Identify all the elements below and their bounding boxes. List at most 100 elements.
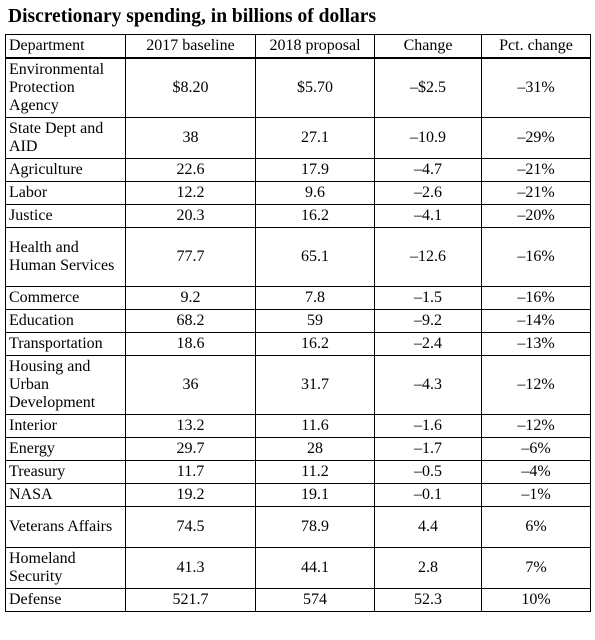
change-cell: 4.4 <box>374 506 482 548</box>
department-cell: NASA <box>5 483 126 507</box>
pct-change-cell: –31% <box>481 57 591 118</box>
table-row: State Dept and AID 38 27.1 –10.9 –29% <box>5 117 591 159</box>
pct-change-cell: –12% <box>481 414 591 438</box>
baseline-cell: 77.7 <box>125 227 256 287</box>
baseline-cell: 18.6 <box>125 332 256 356</box>
proposal-cell: 11.6 <box>255 414 375 438</box>
department-cell: Labor <box>5 181 126 205</box>
header-pct-change: Pct. change <box>481 34 591 59</box>
proposal-cell: 59 <box>255 309 375 333</box>
table-row: Agriculture 22.6 17.9 –4.7 –21% <box>5 158 591 182</box>
header-row: Department 2017 baseline 2018 proposal C… <box>5 34 591 59</box>
header-2017-baseline: 2017 baseline <box>125 34 256 59</box>
change-cell: –$2.5 <box>374 57 482 118</box>
table-row: Education 68.2 59 –9.2 –14% <box>5 309 591 333</box>
table-row: Justice 20.3 16.2 –4.1 –20% <box>5 204 591 228</box>
department-cell: Veterans Affairs <box>5 506 126 548</box>
table-row: Commerce 9.2 7.8 –1.5 –16% <box>5 286 591 310</box>
baseline-cell: 521.7 <box>125 588 256 612</box>
change-cell: –2.4 <box>374 332 482 356</box>
change-cell: –1.5 <box>374 286 482 310</box>
baseline-cell: 68.2 <box>125 309 256 333</box>
pct-change-cell: –1% <box>481 483 591 507</box>
change-cell: –4.7 <box>374 158 482 182</box>
table-row: Homeland Security 41.3 44.1 2.8 7% <box>5 547 591 589</box>
table-row: Labor 12.2 9.6 –2.6 –21% <box>5 181 591 205</box>
table-row: Veterans Affairs 74.5 78.9 4.4 6% <box>5 506 591 548</box>
header-2018-proposal: 2018 proposal <box>255 34 375 59</box>
proposal-cell: $5.70 <box>255 57 375 118</box>
pct-change-cell: –13% <box>481 332 591 356</box>
change-cell: 2.8 <box>374 547 482 589</box>
change-cell: 52.3 <box>374 588 482 612</box>
department-cell: Agriculture <box>5 158 126 182</box>
proposal-cell: 31.7 <box>255 355 375 415</box>
pct-change-cell: –20% <box>481 204 591 228</box>
proposal-cell: 16.2 <box>255 204 375 228</box>
baseline-cell: 29.7 <box>125 437 256 461</box>
proposal-cell: 9.6 <box>255 181 375 205</box>
table-row: Transportation 18.6 16.2 –2.4 –13% <box>5 332 591 356</box>
table-row: Treasury 11.7 11.2 –0.5 –4% <box>5 460 591 484</box>
change-cell: –4.3 <box>374 355 482 415</box>
pct-change-cell: –21% <box>481 158 591 182</box>
change-cell: –10.9 <box>374 117 482 159</box>
baseline-cell: 19.2 <box>125 483 256 507</box>
table-row: Interior 13.2 11.6 –1.6 –12% <box>5 414 591 438</box>
proposal-cell: 16.2 <box>255 332 375 356</box>
pct-change-cell: 7% <box>481 547 591 589</box>
proposal-cell: 17.9 <box>255 158 375 182</box>
department-cell: Environmental Protection Agency <box>5 57 126 118</box>
proposal-cell: 27.1 <box>255 117 375 159</box>
pct-change-cell: 6% <box>481 506 591 548</box>
department-cell: Treasury <box>5 460 126 484</box>
department-cell: Transportation <box>5 332 126 356</box>
baseline-cell: 74.5 <box>125 506 256 548</box>
department-cell: Homeland Security <box>5 547 126 589</box>
baseline-cell: $8.20 <box>125 57 256 118</box>
baseline-cell: 22.6 <box>125 158 256 182</box>
change-cell: –0.5 <box>374 460 482 484</box>
department-cell: State Dept and AID <box>5 117 126 159</box>
table-row: Health and Human Services 77.7 65.1 –12.… <box>5 227 591 287</box>
pct-change-cell: –29% <box>481 117 591 159</box>
proposal-cell: 574 <box>255 588 375 612</box>
pct-change-cell: –21% <box>481 181 591 205</box>
header-change: Change <box>374 34 482 59</box>
baseline-cell: 36 <box>125 355 256 415</box>
change-cell: –4.1 <box>374 204 482 228</box>
department-cell: Energy <box>5 437 126 461</box>
baseline-cell: 20.3 <box>125 204 256 228</box>
department-cell: Justice <box>5 204 126 228</box>
baseline-cell: 9.2 <box>125 286 256 310</box>
baseline-cell: 38 <box>125 117 256 159</box>
proposal-cell: 7.8 <box>255 286 375 310</box>
pct-change-cell: –14% <box>481 309 591 333</box>
change-cell: –2.6 <box>374 181 482 205</box>
change-cell: –0.1 <box>374 483 482 507</box>
table-row: Defense 521.7 574 52.3 10% <box>5 588 591 612</box>
table-title: Discretionary spending, in billions of d… <box>8 6 377 27</box>
proposal-cell: 11.2 <box>255 460 375 484</box>
baseline-cell: 41.3 <box>125 547 256 589</box>
change-cell: –1.7 <box>374 437 482 461</box>
pct-change-cell: 10% <box>481 588 591 612</box>
department-cell: Education <box>5 309 126 333</box>
pct-change-cell: –12% <box>481 355 591 415</box>
header-department: Department <box>5 34 126 59</box>
pct-change-cell: –4% <box>481 460 591 484</box>
change-cell: –9.2 <box>374 309 482 333</box>
department-cell: Health and Human Services <box>5 227 126 287</box>
department-cell: Commerce <box>5 286 126 310</box>
spending-table: Department 2017 baseline 2018 proposal C… <box>5 34 591 612</box>
proposal-cell: 65.1 <box>255 227 375 287</box>
change-cell: –1.6 <box>374 414 482 438</box>
change-cell: –12.6 <box>374 227 482 287</box>
table-row: Housing and Urban Development 36 31.7 –4… <box>5 355 591 415</box>
table-row: Environmental Protection Agency $8.20 $5… <box>5 57 591 118</box>
proposal-cell: 44.1 <box>255 547 375 589</box>
table-row: Energy 29.7 28 –1.7 –6% <box>5 437 591 461</box>
baseline-cell: 13.2 <box>125 414 256 438</box>
table-row: NASA 19.2 19.1 –0.1 –1% <box>5 483 591 507</box>
department-cell: Housing and Urban Development <box>5 355 126 415</box>
